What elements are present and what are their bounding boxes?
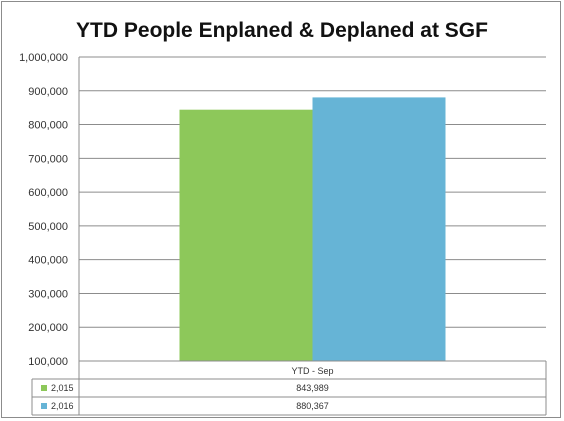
bar-layer	[179, 97, 446, 362]
y-tick-label: 900,000	[28, 86, 68, 98]
data-label: 880,367	[296, 401, 329, 411]
legend-swatch	[41, 385, 47, 391]
y-tick-label: 500,000	[28, 221, 68, 233]
bar-series-1	[179, 109, 313, 361]
y-tick-label: 1,000,000	[19, 52, 68, 64]
y-tick-label: 700,000	[28, 153, 68, 165]
y-tick-label: 600,000	[28, 187, 68, 199]
y-tick-label: 400,000	[28, 255, 68, 267]
legend-series-name: 2,016	[51, 401, 74, 411]
y-tick-label: 800,000	[28, 120, 68, 132]
data-table: YTD - Sep 2,015 843,989 2,016 880,367	[31, 360, 547, 416]
legend-swatch	[41, 403, 47, 409]
y-tick-label: 100,000	[28, 356, 68, 368]
y-tick-label: 200,000	[28, 322, 68, 334]
category-label: YTD - Sep	[291, 366, 333, 376]
bar-series-2	[312, 97, 446, 362]
y-axis-ticks: 100,000 200,000 300,000 400,000 500,000 600,0…	[19, 52, 68, 368]
legend-series-name: 2,015	[51, 383, 74, 393]
data-label: 843,989	[296, 383, 329, 393]
y-tick-label: 300,000	[28, 288, 68, 300]
chart-title: YTD People Enplaned & Deplaned at SGF	[76, 19, 488, 42]
